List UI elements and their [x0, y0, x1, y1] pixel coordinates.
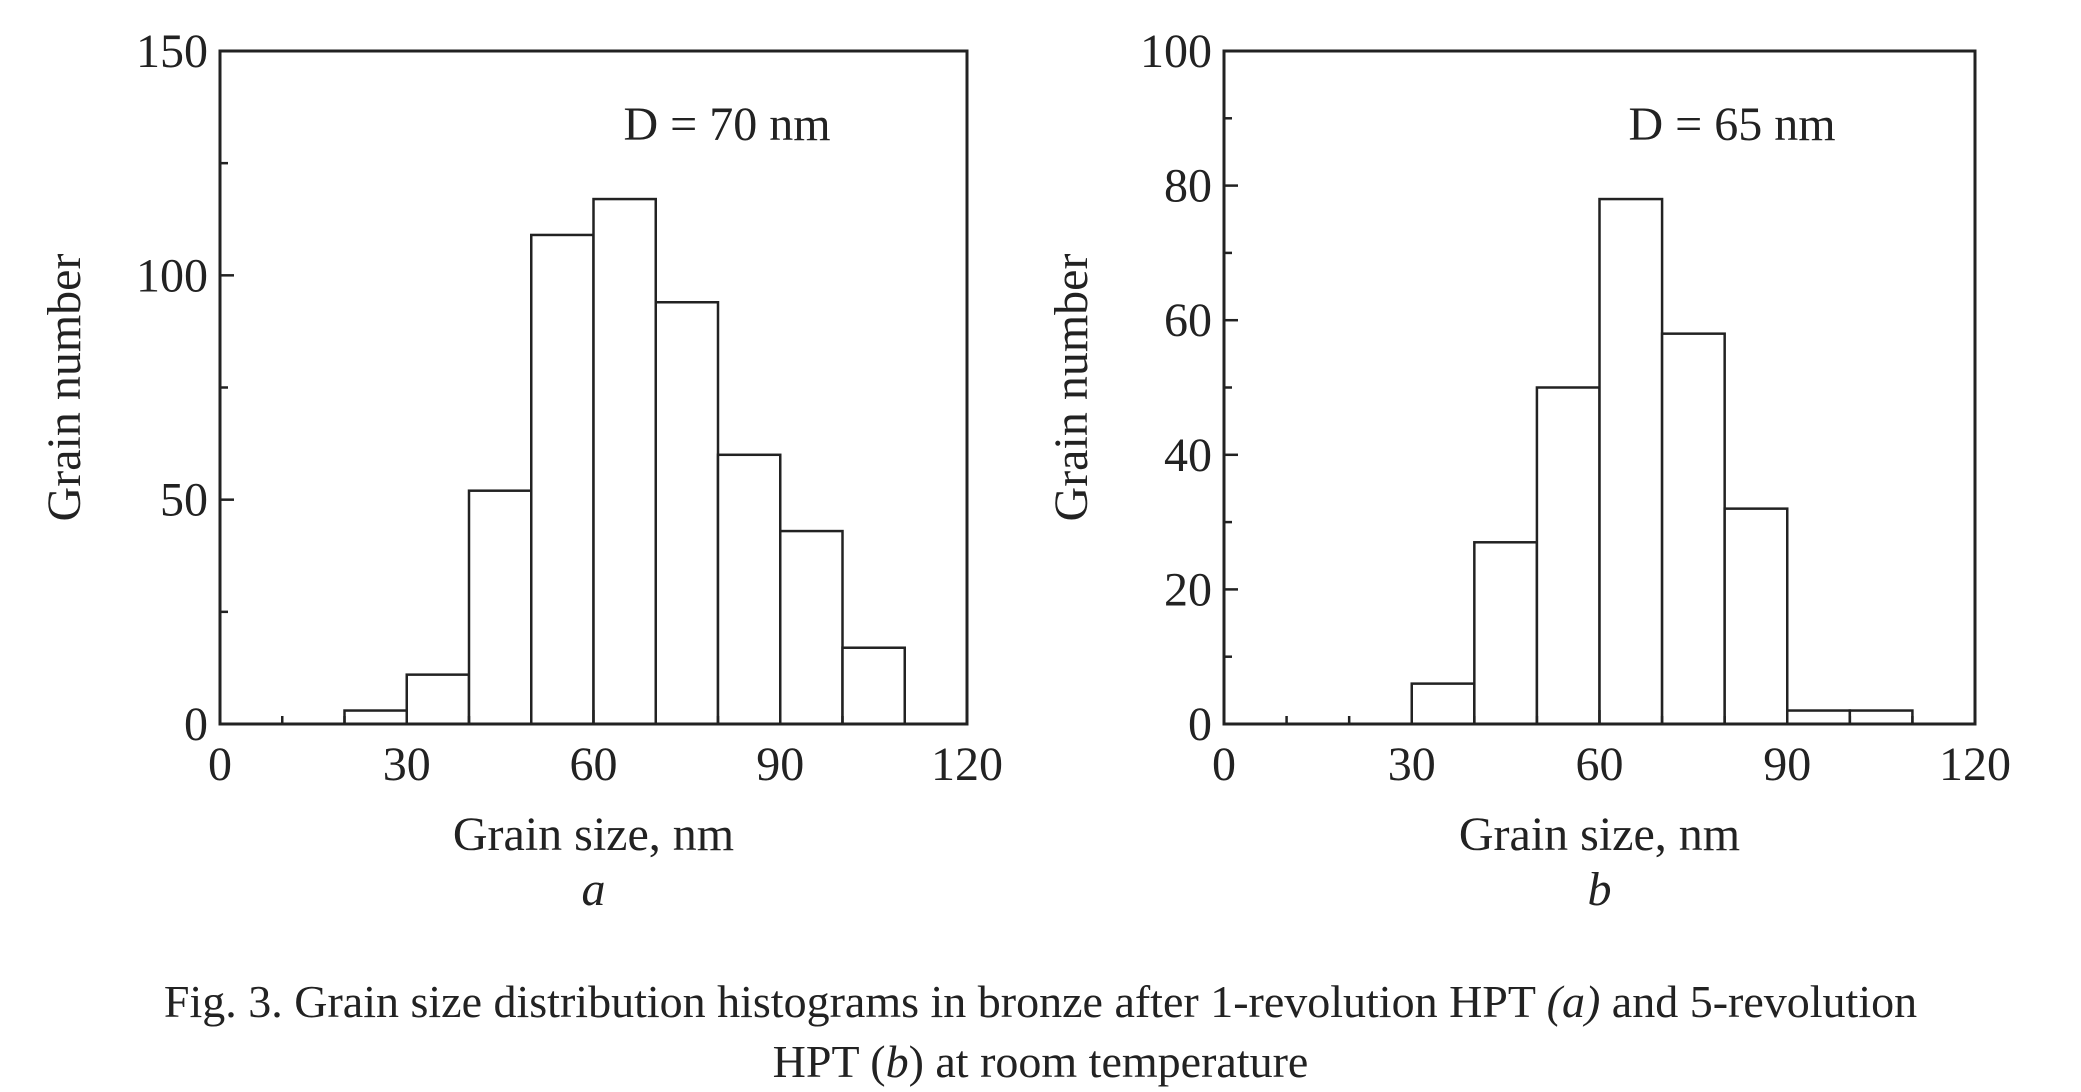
- caption-line2-prefix: HPT (: [772, 1036, 886, 1087]
- y-tick-label: 0: [1188, 698, 1212, 751]
- y-tick-label: 100: [136, 249, 208, 302]
- caption-line1-prefix: Fig. 3. Grain size distribution histogra…: [163, 976, 1547, 1027]
- caption-panel-b-ref: b: [885, 1036, 909, 1087]
- histogram-bar: [343, 709, 408, 726]
- histogram-bar: [654, 301, 720, 726]
- y-tick-label: 100: [1140, 25, 1212, 78]
- panel-letter: b: [1588, 863, 1612, 916]
- y-axis-label: Grain number: [38, 254, 91, 522]
- histogram-bar: [1535, 386, 1601, 726]
- x-tick-label: 60: [570, 738, 618, 791]
- figure-caption: Fig. 3. Grain size distribution histogra…: [0, 972, 2081, 1092]
- y-tick-label: 20: [1164, 563, 1212, 616]
- histogram-bar: [1723, 507, 1789, 726]
- histogram-bar: [1598, 197, 1664, 726]
- y-tick-label: 150: [136, 25, 208, 78]
- x-tick-label: 120: [931, 738, 1003, 791]
- caption-panel-a-ref: (a): [1546, 976, 1601, 1027]
- x-tick-label: 30: [383, 738, 431, 791]
- x-tick-label: 30: [1388, 738, 1436, 791]
- mean-size-annotation: D = 65 nm: [1628, 98, 1835, 151]
- histogram-panel-a: 0 30 60 90 120 0 50 100 150 D = 70 nm Grain size, …: [38, 25, 1003, 916]
- caption-line2-suffix: ) at room temperature: [908, 1036, 1309, 1087]
- histogram-bar: [405, 673, 471, 726]
- histogram-panel-b: 0 30 60 90 120 0 20 40 60 80 100 D = 65 nm Grain siz…: [1045, 25, 2011, 916]
- histogram-bar: [530, 233, 595, 726]
- histogram-bar: [1660, 332, 1726, 726]
- y-tick-label: 40: [1164, 429, 1212, 482]
- x-tick-label: 90: [1763, 738, 1811, 791]
- mean-size-annotation: D = 70 nm: [623, 98, 830, 151]
- y-tick-label: 0: [184, 698, 208, 751]
- histogram-bar: [779, 529, 844, 726]
- histogram-bar: [716, 453, 782, 726]
- x-tick-label: 120: [1939, 738, 2011, 791]
- caption-line1-suffix: and 5-revolution: [1600, 976, 1918, 1027]
- histogram-bar: [1473, 541, 1539, 726]
- histogram-bar: [841, 646, 906, 726]
- histogram-bar: [592, 197, 657, 726]
- x-tick-label: 0: [1212, 738, 1236, 791]
- histogram-bar: [1786, 709, 1852, 726]
- y-axis-label: Grain number: [1045, 254, 1098, 522]
- panel-letter: a: [582, 863, 606, 916]
- x-axis-label: Grain size, nm: [453, 808, 734, 861]
- x-tick-label: 0: [208, 738, 232, 791]
- histogram-bar: [1848, 709, 1914, 726]
- x-tick-label: 60: [1576, 738, 1624, 791]
- x-tick-label: 90: [756, 738, 804, 791]
- y-tick-label: 80: [1164, 160, 1212, 213]
- histogram-bar: [1410, 682, 1476, 726]
- x-axis-label: Grain size, nm: [1459, 808, 1740, 861]
- y-tick-label: 50: [160, 474, 208, 527]
- histogram-bar: [467, 489, 533, 726]
- y-tick-label: 60: [1164, 294, 1212, 347]
